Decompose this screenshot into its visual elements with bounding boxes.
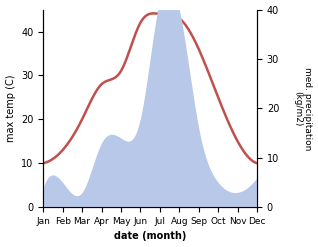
- X-axis label: date (month): date (month): [114, 231, 186, 242]
- Y-axis label: med. precipitation
(kg/m2): med. precipitation (kg/m2): [293, 67, 313, 150]
- Y-axis label: max temp (C): max temp (C): [5, 75, 16, 142]
